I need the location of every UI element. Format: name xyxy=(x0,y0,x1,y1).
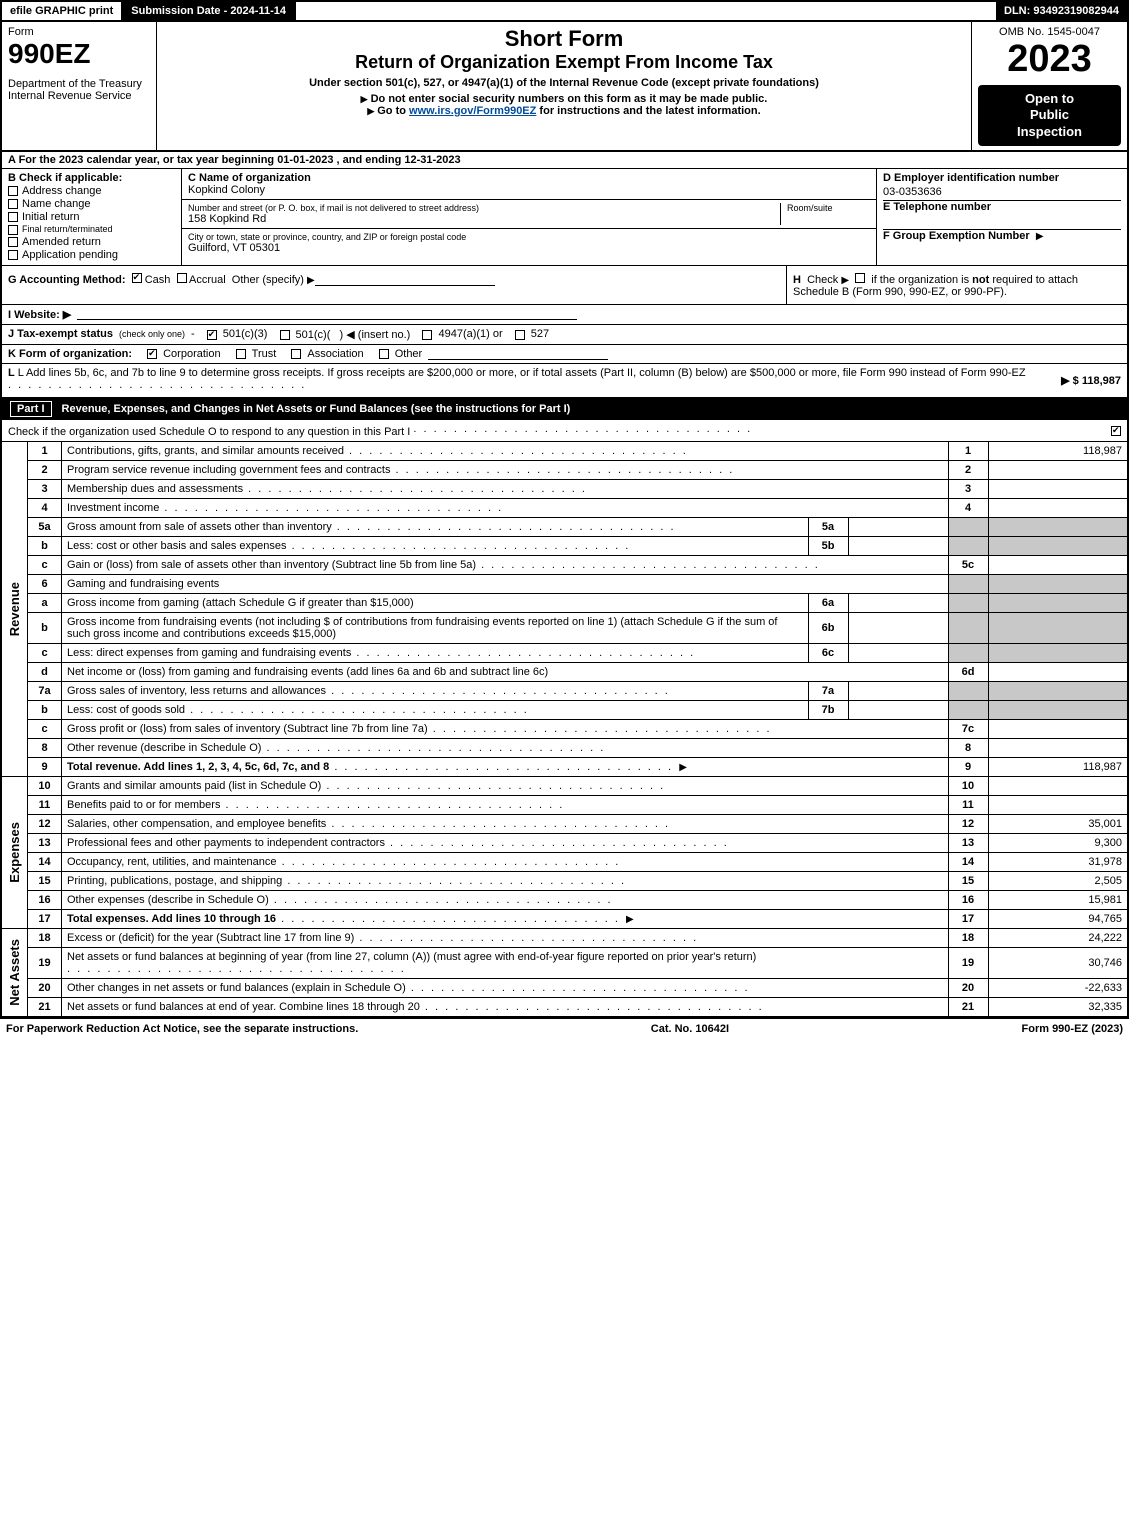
part1-lines-table: Revenue 1 Contributions, gifts, grants, … xyxy=(0,442,1129,1018)
department: Department of the Treasury Internal Reve… xyxy=(8,78,150,102)
chk-schedule-o-part1[interactable] xyxy=(1111,426,1121,436)
box-b: B Check if applicable: Address change Na… xyxy=(2,169,182,265)
box-f-label: F Group Exemption Number xyxy=(883,230,1121,242)
note-goto: Go to www.irs.gov/Form990EZ for instruct… xyxy=(163,105,965,117)
part1-subheader: Check if the organization used Schedule … xyxy=(0,420,1129,442)
open-to-public-badge: Open to Public Inspection xyxy=(978,85,1121,146)
org-city: Guilford, VT 05301 xyxy=(188,242,870,254)
row-g: G Accounting Method: Cash Accrual Other … xyxy=(2,266,787,304)
subtitle: Under section 501(c), 527, or 4947(a)(1)… xyxy=(163,77,965,89)
box-d-label: D Employer identification number xyxy=(883,172,1121,184)
chk-cash[interactable] xyxy=(132,273,142,283)
city-label: City or town, state or province, country… xyxy=(188,232,870,242)
footer-form-ref: Form 990-EZ (2023) xyxy=(1022,1023,1124,1035)
line12-value: 35,001 xyxy=(988,814,1128,833)
expenses-side-label: Expenses xyxy=(7,822,22,883)
line15-value: 2,505 xyxy=(988,871,1128,890)
box-c-label: C Name of organization xyxy=(188,172,870,184)
chk-accrual[interactable] xyxy=(177,273,187,283)
line9-total-revenue: 118,987 xyxy=(988,757,1128,776)
tax-year: 2023 xyxy=(978,38,1121,81)
footer-notice: For Paperwork Reduction Act Notice, see … xyxy=(6,1023,358,1035)
line13-value: 9,300 xyxy=(988,833,1128,852)
room-label: Room/suite xyxy=(787,203,870,213)
dln: DLN: 93492319082944 xyxy=(996,2,1127,20)
title-return: Return of Organization Exempt From Incom… xyxy=(163,52,965,73)
row-h: H Check if the organization is not requi… xyxy=(787,266,1127,304)
section-a-tax-year: A For the 2023 calendar year, or tax yea… xyxy=(0,152,1129,169)
efile-label[interactable]: efile GRAPHIC print xyxy=(2,2,123,20)
chk-501c[interactable] xyxy=(280,330,290,340)
chk-application-pending[interactable]: Application pending xyxy=(8,249,175,261)
telephone xyxy=(883,213,1121,230)
chk-initial-return[interactable]: Initial return xyxy=(8,211,175,223)
netassets-side-label: Net Assets xyxy=(7,939,22,1006)
chk-name-change[interactable]: Name change xyxy=(8,198,175,210)
page-footer: For Paperwork Reduction Act Notice, see … xyxy=(0,1018,1129,1039)
chk-association[interactable] xyxy=(291,349,301,359)
part1-badge: Part I xyxy=(10,401,52,417)
box-e-label: E Telephone number xyxy=(883,201,1121,213)
chk-corporation[interactable] xyxy=(147,349,157,359)
chk-4947[interactable] xyxy=(422,330,432,340)
part1-header: Part I Revenue, Expenses, and Changes in… xyxy=(0,398,1129,420)
chk-other-org[interactable] xyxy=(379,349,389,359)
omb-number: OMB No. 1545-0047 xyxy=(978,26,1121,38)
form-number: 990EZ xyxy=(8,38,150,70)
irs-link[interactable]: www.irs.gov/Form990EZ xyxy=(409,105,536,117)
line18-value: 24,222 xyxy=(988,928,1128,947)
chk-501c3[interactable] xyxy=(207,330,217,340)
street-label: Number and street (or P. O. box, if mail… xyxy=(188,203,780,213)
chk-trust[interactable] xyxy=(236,349,246,359)
box-b-label: B Check if applicable: xyxy=(8,172,175,184)
note-ssn: Do not enter social security numbers on … xyxy=(163,93,965,105)
submission-date: Submission Date - 2024-11-14 xyxy=(123,2,296,20)
gross-receipts-amount: ▶ $ 118,987 xyxy=(1061,374,1121,387)
box-c: C Name of organization Kopkind Colony Nu… xyxy=(182,169,877,265)
org-street: 158 Kopkind Rd xyxy=(188,213,780,225)
org-name: Kopkind Colony xyxy=(188,184,870,196)
chk-amended-return[interactable]: Amended return xyxy=(8,236,175,248)
title-short-form: Short Form xyxy=(163,26,965,52)
line19-value: 30,746 xyxy=(988,947,1128,978)
line16-value: 15,981 xyxy=(988,890,1128,909)
line1-value: 118,987 xyxy=(988,442,1128,461)
chk-527[interactable] xyxy=(515,330,525,340)
row-i-website: I Website: ▶ xyxy=(0,305,1129,325)
row-l-gross-receipts: L L Add lines 5b, 6c, and 7b to line 9 t… xyxy=(0,364,1129,398)
revenue-side-label: Revenue xyxy=(7,582,22,636)
chk-address-change[interactable]: Address change xyxy=(8,185,175,197)
line20-value: -22,633 xyxy=(988,978,1128,997)
part1-title: Revenue, Expenses, and Changes in Net As… xyxy=(62,403,571,415)
chk-final-return[interactable]: Final return/terminated xyxy=(8,224,175,235)
form-header: Form 990EZ Department of the Treasury In… xyxy=(0,22,1129,152)
chk-schedule-b[interactable] xyxy=(855,273,865,283)
org-info-block: B Check if applicable: Address change Na… xyxy=(0,169,1129,266)
row-k-form-org: K Form of organization: Corporation Trus… xyxy=(0,345,1129,364)
footer-cat-no: Cat. No. 10642I xyxy=(651,1023,729,1035)
form-word: Form xyxy=(8,26,150,38)
line14-value: 31,978 xyxy=(988,852,1128,871)
ein: 03-0353636 xyxy=(883,184,1121,201)
box-d-e-f: D Employer identification number 03-0353… xyxy=(877,169,1127,265)
top-bar: efile GRAPHIC print Submission Date - 20… xyxy=(0,0,1129,22)
line21-value: 32,335 xyxy=(988,997,1128,1017)
line17-total-expenses: 94,765 xyxy=(988,909,1128,928)
row-j-tax-exempt: J Tax-exempt status (check only one) - 5… xyxy=(0,325,1129,345)
